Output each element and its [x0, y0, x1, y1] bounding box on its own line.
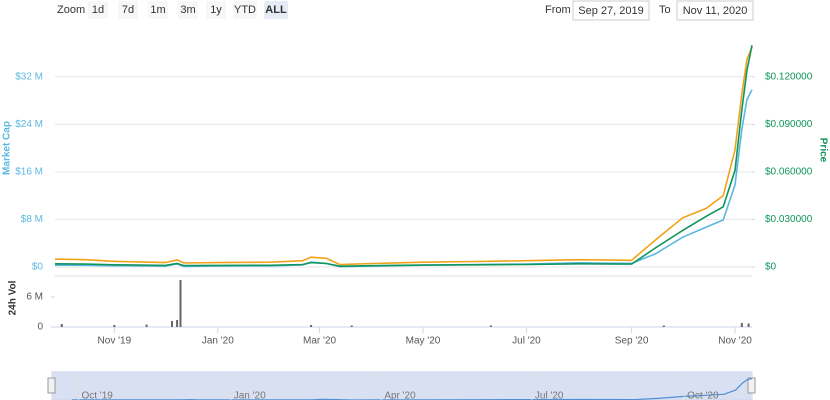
volume-bar [171, 321, 174, 327]
volume-bar [60, 324, 63, 327]
navigator-label: Oct '20 [687, 391, 719, 400]
x-tick-label: Nov '20 [718, 336, 752, 347]
volume-bar [145, 324, 148, 327]
y-tick-label: $8 M [21, 214, 43, 225]
from-label: From [545, 4, 571, 16]
x-tick-label: Sep '20 [615, 336, 649, 347]
y2-tick-label: $0.090000 [765, 119, 813, 130]
zoom-button[interactable] [178, 1, 198, 19]
volume-tick-label: 0 [37, 322, 43, 333]
volume-bar [113, 325, 116, 327]
y-tick-label: $32 M [15, 71, 43, 82]
zoom-label: Zoom [57, 4, 85, 16]
x-tick-label: Jul '20 [512, 336, 541, 347]
navigator-mask[interactable] [53, 372, 751, 400]
x-tick-label: Nov '19 [98, 336, 132, 347]
volume-bar [489, 325, 492, 327]
x-tick-label: May '20 [406, 336, 441, 347]
y2-tick-label: $0.120000 [765, 72, 813, 83]
y2-tick-label: $0 [765, 262, 777, 273]
zoom-button[interactable] [148, 1, 168, 19]
navigator-label: Jul '20 [535, 391, 564, 400]
to-input[interactable] [676, 0, 754, 21]
y-axis-title: Market Cap [2, 121, 13, 175]
x-tick-label: Mar '20 [303, 336, 336, 347]
series-line [54, 46, 753, 266]
volume-bar [740, 323, 743, 327]
to-value[interactable]: Nov 11, 2020 [683, 5, 748, 17]
zoom-button-label[interactable]: 7d [122, 4, 134, 16]
y2-axis-title: Price [817, 138, 828, 163]
navigator-handle[interactable] [747, 377, 756, 394]
series-line [54, 45, 753, 268]
zoom-button[interactable] [264, 1, 288, 19]
navigator-handle[interactable] [47, 377, 56, 394]
zoom-button-label[interactable]: 1y [210, 4, 222, 16]
y-tick-label: $0 [32, 262, 44, 273]
zoom-button-label[interactable]: YTD [234, 4, 256, 16]
volume-bar [310, 325, 313, 327]
series-line [54, 89, 753, 268]
zoom-button-label[interactable]: 1m [150, 4, 165, 16]
from-value[interactable]: Sep 27, 2019 [578, 5, 643, 17]
y-tick-label: $16 M [15, 166, 43, 177]
volume-bar [747, 323, 750, 327]
volume-bar [662, 325, 665, 327]
x-tick-label: Jan '20 [202, 336, 234, 347]
to-label: To [659, 4, 671, 16]
zoom-button-label[interactable]: ALL [265, 4, 287, 16]
zoom-button[interactable] [233, 1, 257, 19]
y2-tick-label: $0.060000 [765, 167, 813, 178]
volume-axis-title: 24h Vol [8, 280, 19, 315]
navigator-label: Jan '20 [234, 391, 266, 400]
from-input[interactable] [572, 0, 650, 21]
zoom-button-label[interactable]: 1d [92, 4, 104, 16]
volume-bar [176, 320, 179, 327]
zoom-button[interactable] [88, 1, 108, 19]
volume-bar [350, 325, 353, 327]
y-tick-label: $24 M [15, 119, 43, 130]
navigator-label: Oct '19 [81, 391, 113, 400]
volume-tick-label: 6 M [26, 292, 43, 303]
navigator-label: Apr '20 [384, 391, 416, 400]
zoom-button-label[interactable]: 3m [180, 4, 195, 16]
volume-bar [179, 280, 182, 327]
zoom-button[interactable] [118, 1, 138, 19]
y2-tick-label: $0.030000 [765, 214, 813, 225]
zoom-button[interactable] [206, 1, 226, 19]
